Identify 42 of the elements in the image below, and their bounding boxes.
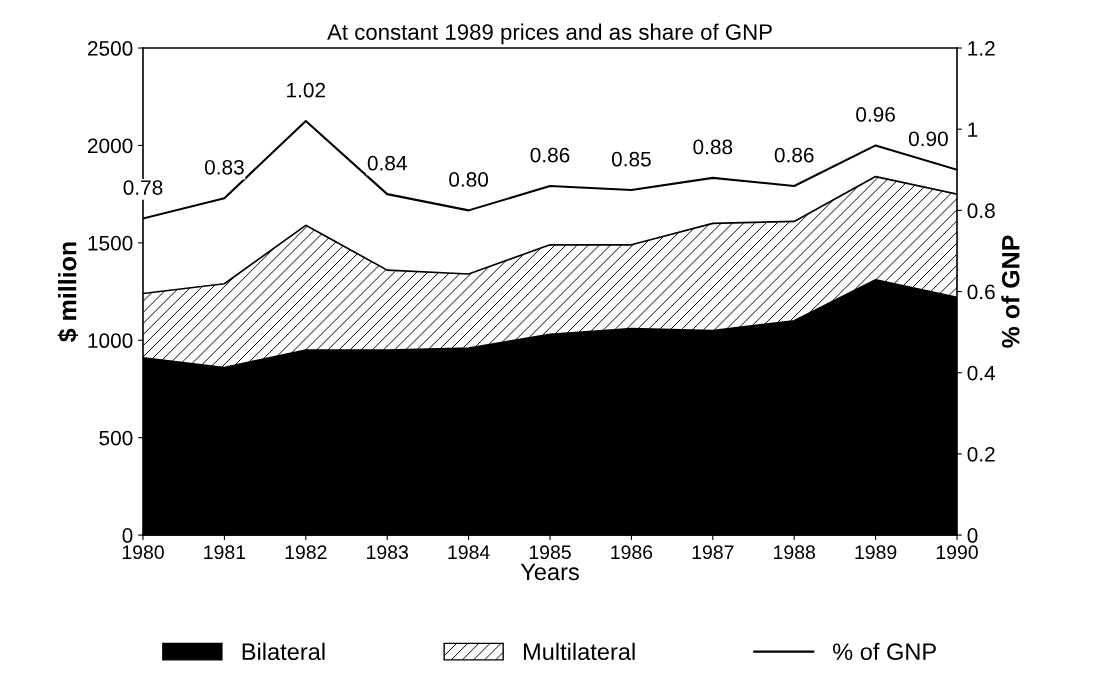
x-tick-label: 1984 <box>448 545 490 560</box>
data-label: 0.80 <box>449 172 489 187</box>
legend-label: Bilateral <box>242 642 325 661</box>
x-tick-label: 1980 <box>122 545 164 560</box>
y2-axis-title: % of GNP <box>1001 235 1020 348</box>
x-tick-label: 1981 <box>204 545 246 560</box>
y-tick-label: 2500 <box>87 41 133 56</box>
legend-label: Multilateral <box>523 642 635 661</box>
y-tick-label: 2000 <box>87 138 133 154</box>
x-tick-label: 1987 <box>692 545 734 560</box>
y2-tick-label: 0.4 <box>967 365 996 381</box>
data-label: 0.96 <box>856 107 895 122</box>
x-tick-label: 1982 <box>285 545 327 560</box>
y-tick-label: 0 <box>122 528 133 543</box>
data-label: 0.78 <box>123 180 163 195</box>
y2-tick-label: 1.2 <box>968 41 995 56</box>
y-tick-label: 1500 <box>88 235 133 251</box>
y2-tick-label: 0.2 <box>967 446 995 462</box>
x-tick-label: 1988 <box>774 545 815 560</box>
data-label: 0.85 <box>611 151 651 167</box>
y2-tick-label: 0.6 <box>967 284 995 300</box>
x-tick-label: 1990 <box>936 545 978 560</box>
y2-tick-label: 1 <box>968 122 978 137</box>
x-axis-title: Years <box>520 563 579 581</box>
legend-label: % of GNP <box>833 642 936 661</box>
data-label: 0.90 <box>908 131 948 147</box>
y-tick-label: 500 <box>99 430 133 446</box>
x-tick-label: 1985 <box>529 545 571 560</box>
data-label: 0.86 <box>530 147 570 163</box>
chart-title: At constant 1989 prices and as share of GNP <box>327 23 772 45</box>
data-label: 0.83 <box>204 159 244 175</box>
x-tick-label: 1989 <box>855 545 897 560</box>
data-label: 0.88 <box>693 139 733 155</box>
x-tick-label: 1986 <box>611 545 653 560</box>
data-label: 0.84 <box>367 155 407 171</box>
x-tick-label: 1983 <box>367 545 408 560</box>
y-tick-label: 1000 <box>88 333 133 349</box>
y-axis-title: $ million <box>57 242 79 342</box>
data-label: 0.86 <box>774 147 814 163</box>
y2-tick-label: 0.8 <box>967 203 995 219</box>
y2-tick-label: 0 <box>967 528 978 543</box>
data-label: 1.02 <box>287 82 326 98</box>
